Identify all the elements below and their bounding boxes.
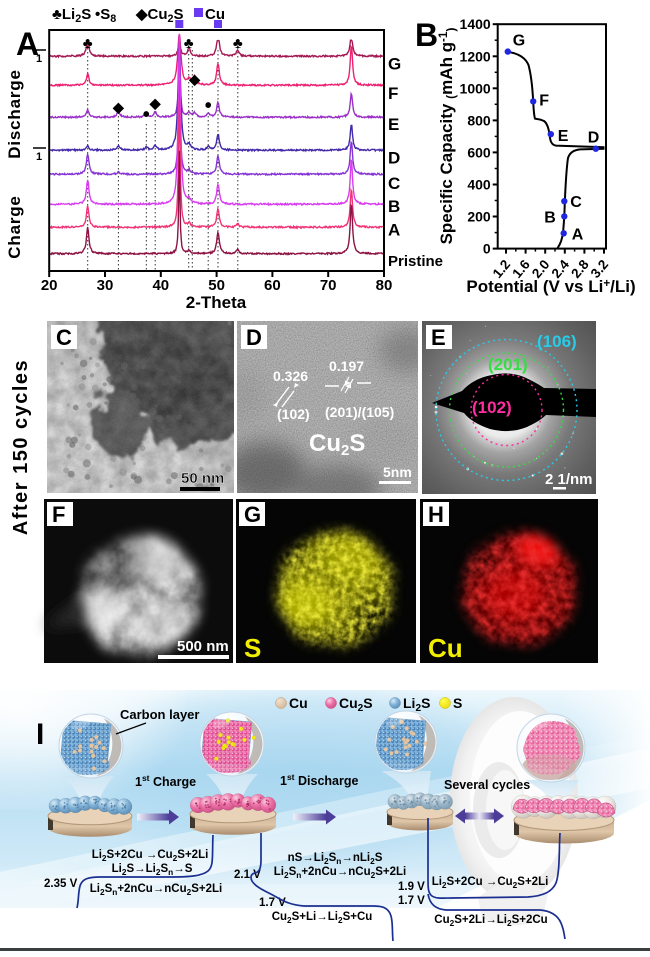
svg-text:C: C xyxy=(388,174,400,193)
svg-text:E: E xyxy=(558,128,569,145)
svg-text:Potential (V vs Li+​/Li): Potential (V vs Li+​/Li) xyxy=(466,277,635,296)
svg-text:G: G xyxy=(244,502,261,527)
svg-text:1.9 V: 1.9 V xyxy=(398,881,425,893)
svg-text:Li2​S+2Cu →Cu2​S+2Li: Li2​S+2Cu →Cu2​S+2Li xyxy=(432,876,549,890)
svg-text:Cu2​S: Cu2​S xyxy=(339,695,373,714)
svg-text:S: S xyxy=(244,633,261,663)
svg-text:B: B xyxy=(544,209,556,226)
svg-text:600: 600 xyxy=(467,144,491,160)
svg-text:Cu2​S+2Li→Li2​S+2Cu: Cu2​S+2Li→Li2​S+2Cu xyxy=(434,914,547,928)
svg-text:G: G xyxy=(388,55,401,74)
svg-text:A: A xyxy=(572,226,584,243)
svg-text:70: 70 xyxy=(320,277,337,294)
svg-text:60: 60 xyxy=(264,277,281,294)
svg-text:◆: ◆ xyxy=(112,99,125,115)
svg-text:◆: ◆ xyxy=(188,71,201,87)
svg-text:1200: 1200 xyxy=(460,48,491,64)
svg-text:1.7 V: 1.7 V xyxy=(259,897,286,909)
svg-text:•: • xyxy=(205,95,212,117)
svg-text:Several cycles: Several cycles xyxy=(444,778,530,792)
svg-text:2 1/nm: 2 1/nm xyxy=(545,471,593,488)
svg-text:(102): (102) xyxy=(277,406,310,422)
svg-text:F: F xyxy=(52,502,65,527)
svg-text:1400: 1400 xyxy=(460,16,491,32)
svg-text:A: A xyxy=(388,220,400,239)
svg-text:2.35 V: 2.35 V xyxy=(44,878,78,890)
svg-text:1000: 1000 xyxy=(460,80,491,96)
svg-text:S: S xyxy=(453,695,462,711)
svg-text:20: 20 xyxy=(41,277,58,294)
svg-text:C: C xyxy=(570,194,582,211)
svg-text:Cu: Cu xyxy=(205,6,225,23)
svg-text:◆: ◆ xyxy=(149,95,162,111)
svg-text:D: D xyxy=(388,148,400,167)
svg-text:40: 40 xyxy=(152,277,169,294)
svg-text:Cu2​S+Li→Li2​S+Cu: Cu2​S+Li→Li2​S+Cu xyxy=(272,911,373,925)
svg-text:1.7 V: 1.7 V xyxy=(398,895,425,907)
svg-text:(106): (106) xyxy=(537,332,577,351)
svg-text:F: F xyxy=(388,84,398,103)
svg-text:0.326: 0.326 xyxy=(273,368,308,384)
svg-text:♣︎: ♣︎ xyxy=(184,35,194,52)
svg-text:2-Theta: 2-Theta xyxy=(186,293,247,312)
svg-text:1st​ Discharge: 1st​ Discharge xyxy=(280,772,358,788)
svg-text:Cu2S: Cu2S xyxy=(309,430,365,459)
svg-text:H: H xyxy=(428,502,444,527)
svg-text:Li2​S→Li2​Sn​→S: Li2​S→Li2​Sn​→S xyxy=(112,863,193,877)
svg-text:5nm: 5nm xyxy=(383,464,412,480)
svg-text:Li2​S+2Cu →Cu2​S+2Li: Li2​S+2Cu →Cu2​S+2Li xyxy=(92,849,209,863)
svg-text:80: 80 xyxy=(376,277,393,294)
svg-text:I: I xyxy=(36,718,44,751)
svg-text:D: D xyxy=(246,325,262,350)
svg-text:Charge: Charge xyxy=(5,195,24,258)
svg-text:Li2​Sn​+2nCu→nCu2​S+2Li: Li2​Sn​+2nCu→nCu2​S+2Li xyxy=(90,883,223,897)
svg-text:400: 400 xyxy=(467,177,491,193)
svg-text:50 nm: 50 nm xyxy=(181,470,224,487)
svg-text:Pristine: Pristine xyxy=(388,253,443,270)
svg-text:♣︎: ♣︎ xyxy=(233,35,243,52)
svg-text:Carbon layer: Carbon layer xyxy=(120,707,199,722)
svg-text:Li2​Sn​+2nCu→nCu2​S+2Li: Li2​Sn​+2nCu→nCu2​S+2Li xyxy=(274,866,407,880)
svg-text:F: F xyxy=(539,92,549,109)
svg-text:500 nm: 500 nm xyxy=(177,638,229,655)
svg-text:E: E xyxy=(388,115,399,134)
svg-text:50: 50 xyxy=(208,277,225,294)
svg-text:♣︎: ♣︎ xyxy=(83,35,93,52)
svg-text:Cu: Cu xyxy=(289,695,308,711)
svg-text:800: 800 xyxy=(467,112,491,128)
svg-text:30: 30 xyxy=(97,277,114,294)
svg-text:E: E xyxy=(431,325,446,350)
svg-text:(201)/(105): (201)/(105) xyxy=(325,404,394,420)
svg-text:G: G xyxy=(513,33,525,50)
svg-text:2.1 V: 2.1 V xyxy=(234,869,261,881)
svg-text:B: B xyxy=(415,17,438,53)
svg-text:1: 1 xyxy=(36,53,42,65)
svg-text:A: A xyxy=(16,26,39,62)
svg-text:Li2​S: Li2​S xyxy=(403,695,430,714)
svg-text:0.197: 0.197 xyxy=(329,358,364,374)
svg-text:0: 0 xyxy=(483,241,491,257)
svg-text:(201): (201) xyxy=(488,355,528,374)
svg-text:♣︎Li2​S: ♣︎Li2​S xyxy=(52,6,91,25)
svg-text:After 150 cycles: After 150 cycles xyxy=(10,359,32,535)
svg-text:1st​ Charge: 1st​ Charge xyxy=(135,773,196,789)
svg-text:(102): (102) xyxy=(472,398,512,417)
svg-text:Specific Capacity (​mAh g-1​)​: Specific Capacity (​mAh g-1​)​ xyxy=(437,28,458,245)
svg-text:nS→Li2​Sn​→nLi2​S: nS→Li2​Sn​→nLi2​S xyxy=(288,852,383,866)
svg-text:C: C xyxy=(56,325,72,350)
svg-text:B: B xyxy=(388,197,400,216)
svg-text:200: 200 xyxy=(467,209,491,225)
svg-text:1: 1 xyxy=(36,151,42,163)
svg-text:Discharge: Discharge xyxy=(5,69,24,158)
svg-text:Cu: Cu xyxy=(428,633,463,663)
svg-text:•: • xyxy=(143,104,150,126)
svg-text:D: D xyxy=(588,130,600,147)
